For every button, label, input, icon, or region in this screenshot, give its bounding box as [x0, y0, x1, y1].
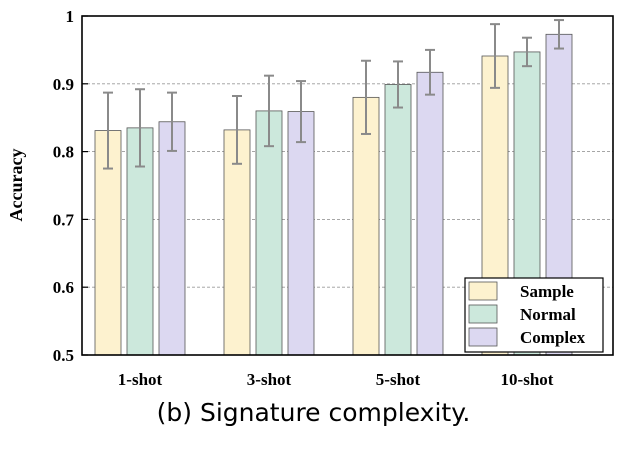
y-tick-label: 1: [66, 7, 75, 26]
legend-label-sample: Sample: [520, 282, 574, 301]
y-axis-ticks: 0.5 0.6 0.7 0.8 0.9 1: [53, 7, 88, 365]
legend-swatch-sample: [468, 281, 498, 301]
x-tick-label: 3-shot: [247, 370, 292, 389]
x-tick-label: 10-shot: [501, 370, 554, 389]
x-tick-label: 5-shot: [376, 370, 421, 389]
error-bars: [103, 19, 564, 170]
legend-label-complex: Complex: [520, 328, 586, 347]
bar-normal-5-shot: [384, 84, 412, 356]
bar-complex-3-shot: [287, 111, 315, 356]
legend-swatch-complex: [468, 327, 498, 347]
y-tick-label: 0.5: [53, 346, 74, 365]
y-tick-label: 0.9: [53, 75, 74, 94]
bar-normal-3-shot: [255, 110, 283, 356]
y-tick-label: 0.8: [53, 143, 74, 162]
legend-label-normal: Normal: [520, 305, 576, 324]
y-axis-title: Accuracy: [6, 149, 26, 222]
bar-complex-1-shot: [158, 121, 186, 356]
y-tick-label: 0.7: [53, 210, 75, 229]
legend-swatch-normal: [468, 304, 498, 324]
bar-sample-5-shot: [352, 96, 380, 356]
bar-complex-5-shot: [416, 71, 444, 356]
bar-sample-3-shot: [223, 129, 251, 356]
x-axis-ticks: 1-shot 3-shot 5-shot 10-shot: [118, 370, 554, 389]
plot-frame: [81, 15, 614, 356]
y-tick-label: 0.6: [53, 278, 74, 297]
figure-caption: (b) Signature complexity.: [156, 398, 471, 427]
legend: Sample Normal Complex: [464, 277, 604, 353]
x-tick-label: 1-shot: [118, 370, 163, 389]
